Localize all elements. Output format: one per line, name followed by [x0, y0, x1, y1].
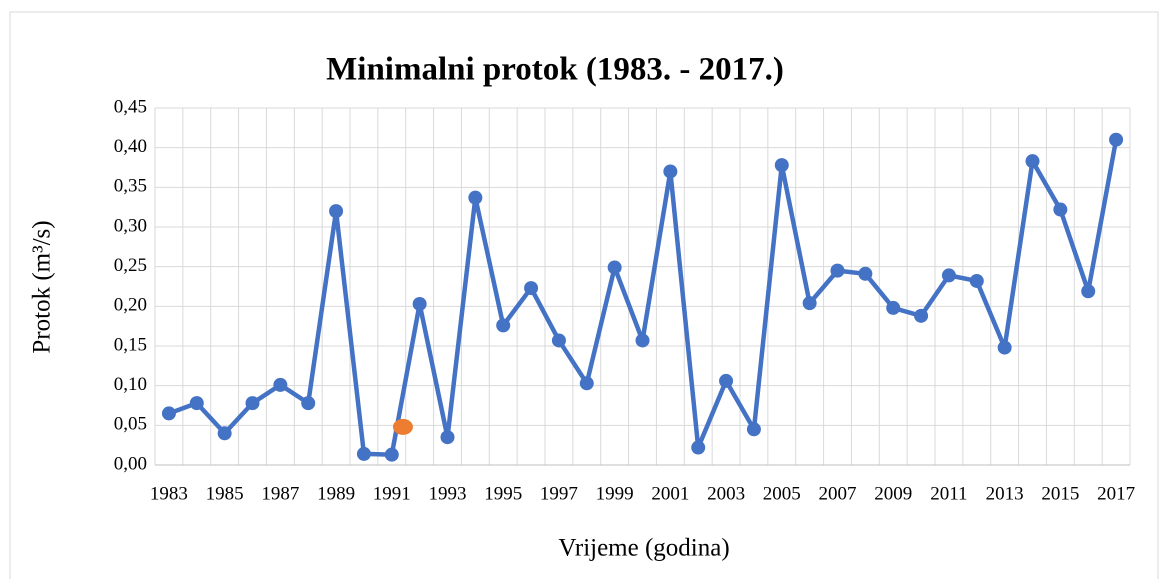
x-tick-label: 2005 [763, 483, 801, 504]
data-point [468, 190, 483, 205]
x-axis-label: Vrijeme (godina) [558, 535, 729, 562]
data-point [245, 396, 260, 411]
y-tick-label: 0,25 [114, 255, 147, 276]
data-point [356, 446, 371, 461]
y-tick-label: 0,05 [114, 414, 147, 435]
y-tick-label: 0,20 [114, 295, 147, 316]
x-tick-label: 2013 [986, 483, 1024, 504]
highlight-point [392, 418, 413, 435]
data-point [1025, 154, 1040, 169]
x-tick-label: 2017 [1097, 483, 1135, 504]
x-tick-label: 1993 [429, 483, 467, 504]
y-tick-label: 0,10 [114, 374, 147, 395]
data-point [691, 440, 706, 455]
chart-title: Minimalni protok (1983. - 2017.) [326, 52, 784, 88]
x-tick-label: 1985 [206, 483, 244, 504]
x-tick-label: 1987 [261, 483, 299, 504]
data-point [830, 263, 845, 278]
x-tick-label: 1995 [484, 483, 522, 504]
data-point [719, 373, 734, 388]
data-point [997, 340, 1012, 355]
y-tick-label: 0,40 [114, 136, 147, 157]
x-tick-label: 2011 [930, 483, 967, 504]
data-point [774, 158, 789, 173]
data-point [886, 300, 901, 315]
data-point [273, 377, 288, 392]
data-point [746, 422, 761, 437]
data-point [496, 318, 511, 333]
data-point [161, 406, 176, 421]
y-tick-label: 0,30 [114, 215, 147, 236]
x-tick-label: 1991 [373, 483, 411, 504]
y-tick-label: 0,45 [114, 96, 147, 117]
data-point [301, 396, 316, 411]
data-point [329, 204, 344, 219]
chart-frame [9, 11, 1159, 579]
data-point [914, 308, 929, 323]
data-point [412, 296, 427, 311]
x-tick-label: 2007 [819, 483, 857, 504]
y-tick-label: 0,00 [114, 453, 147, 474]
data-point [969, 273, 984, 288]
data-point [607, 260, 622, 275]
data-point [189, 396, 204, 411]
data-point [941, 268, 956, 283]
data-point [1109, 132, 1124, 147]
x-tick-label: 2015 [1041, 483, 1079, 504]
data-point [858, 266, 873, 281]
x-tick-label: 2003 [707, 483, 745, 504]
x-tick-label: 1983 [150, 483, 188, 504]
data-point [663, 164, 678, 179]
x-tick-label: 2009 [874, 483, 912, 504]
x-tick-label: 1989 [317, 483, 355, 504]
data-point [1081, 284, 1096, 299]
data-point [1053, 202, 1068, 217]
data-point [384, 447, 399, 462]
x-tick-label: 1999 [596, 483, 634, 504]
y-axis-label: Protok (m³/s) [29, 220, 56, 353]
y-tick-label: 0,15 [114, 334, 147, 355]
y-tick-label: 0,35 [114, 176, 147, 197]
x-tick-label: 1997 [540, 483, 578, 504]
data-point [440, 430, 455, 445]
data-point [635, 333, 650, 348]
data-point [551, 333, 566, 348]
data-point [802, 296, 817, 311]
data-point [524, 281, 539, 296]
data-point [579, 376, 594, 391]
data-point [217, 426, 232, 441]
x-tick-label: 2001 [651, 483, 689, 504]
